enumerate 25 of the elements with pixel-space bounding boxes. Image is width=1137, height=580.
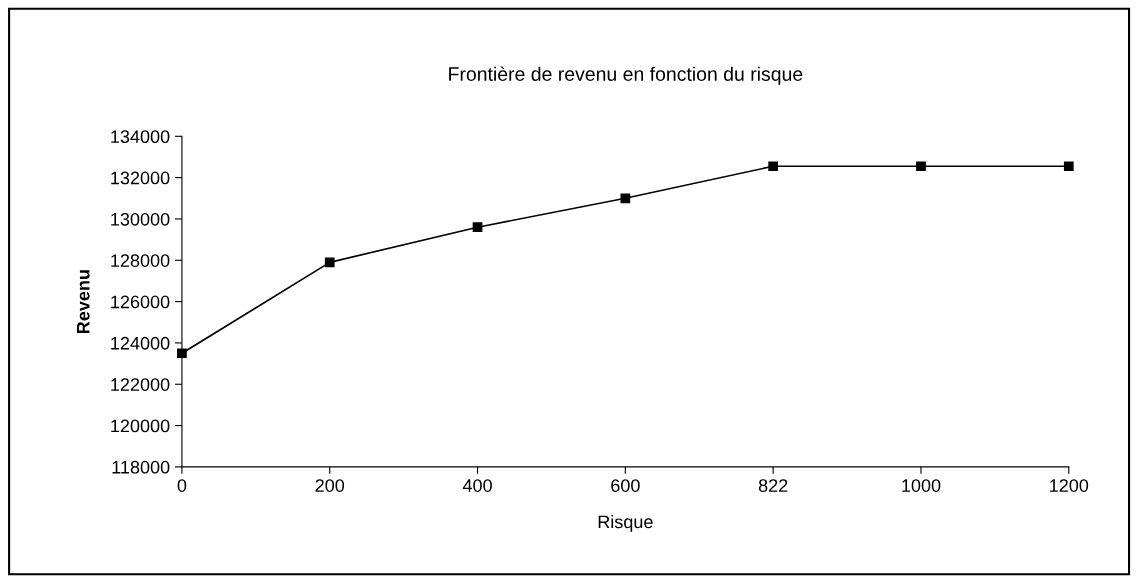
point [472, 222, 483, 233]
y-tick-label: 128000 [111, 254, 170, 267]
x-tick-label: 600 [611, 479, 640, 492]
point [620, 193, 631, 204]
x-axis-title: Risque [598, 514, 653, 532]
x-tick-label: 1000 [902, 479, 941, 492]
x-tick-label: 400 [462, 479, 492, 492]
point [1063, 161, 1074, 172]
y-tick-label: 120000 [111, 419, 170, 433]
point [916, 161, 926, 172]
y-tick-label: 134000 [111, 130, 170, 144]
y-axis-title: Revenu [77, 270, 90, 333]
y-tick-label: 122000 [111, 378, 170, 391]
y-tick-label: 118000 [112, 460, 170, 474]
chart-title: Frontière de revenu en fonction du risque [449, 66, 803, 85]
y-tick-label: 124000 [111, 336, 170, 350]
point [768, 161, 779, 172]
x-tick-label: 200 [315, 479, 345, 492]
x-tick-label: 822 [758, 479, 788, 492]
point [324, 257, 335, 268]
x-tick-label: 0 [177, 479, 187, 492]
x-tick-label: 1200 [1050, 479, 1089, 492]
y-tick-label: 130000 [111, 212, 170, 226]
y-tick-label: 132000 [111, 171, 170, 185]
y-tick-label: 126000 [111, 295, 170, 309]
